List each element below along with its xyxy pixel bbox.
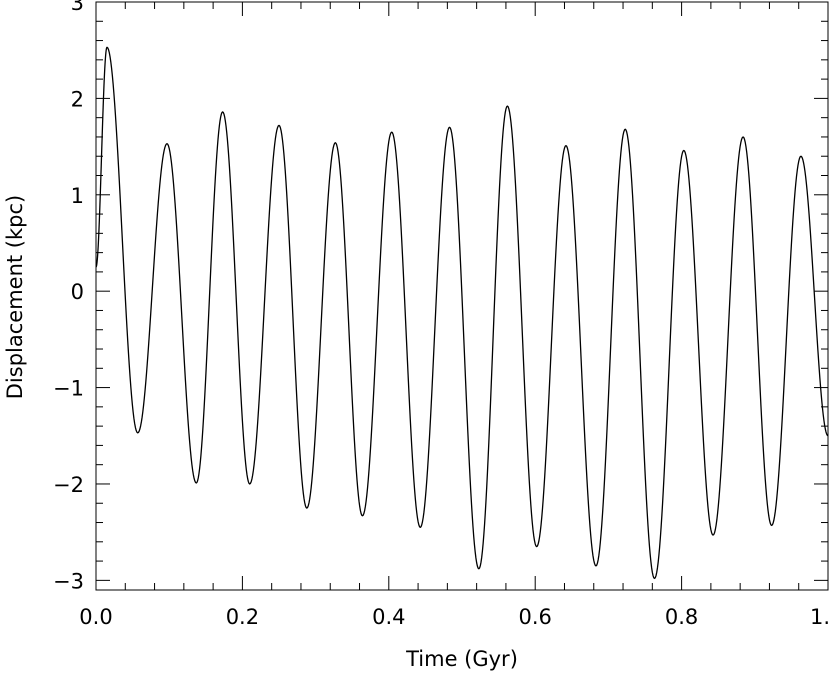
y-axis-title: Displacement (kpc)	[3, 195, 27, 399]
series-line-1	[95, 46, 829, 580]
x-tick-label: 0.2	[226, 605, 259, 629]
y-tick-label: 0	[71, 280, 84, 304]
y-tick-label: −1	[53, 377, 84, 401]
x-tick-label: 0.0	[79, 605, 112, 629]
x-tick-label: 0.6	[518, 605, 551, 629]
y-tick-label: 2	[71, 87, 84, 111]
plot-frame	[95, 1, 829, 591]
y-tick-label: −3	[53, 569, 84, 593]
x-axis-title: Time (Gyr)	[405, 647, 518, 671]
x-tick-label: 0.4	[372, 605, 405, 629]
y-tick-label: 1	[71, 184, 84, 208]
y-tick-label: 3	[71, 0, 84, 15]
x-tick-label: 1.	[810, 605, 830, 629]
y-tick-label: −2	[53, 473, 84, 497]
plot-area: 0.0 0.2 0.4 0.6 0.8 1. −3 −2 −1 0 1 2 3	[53, 0, 830, 629]
x-tick-label: 0.8	[665, 605, 698, 629]
